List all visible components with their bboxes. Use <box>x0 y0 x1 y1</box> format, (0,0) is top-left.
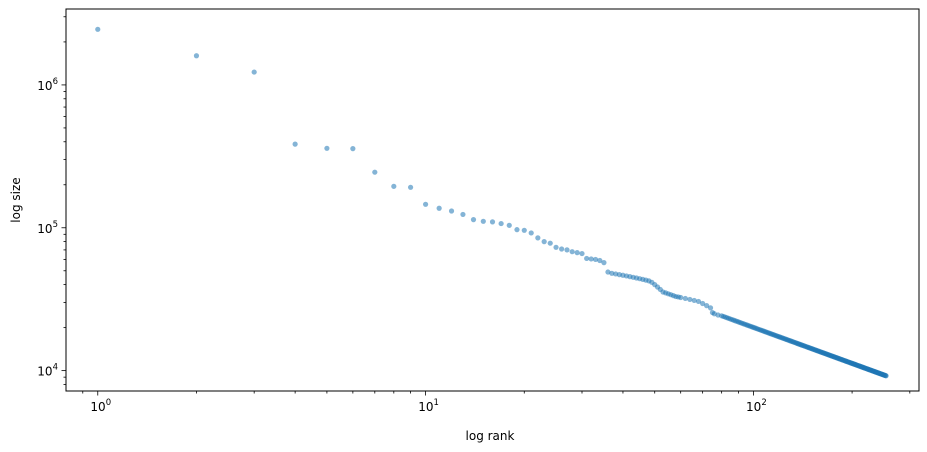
data-point <box>883 373 889 379</box>
data-point <box>704 303 710 309</box>
data-point <box>579 250 585 257</box>
data-point <box>95 26 101 32</box>
data-point <box>324 145 330 151</box>
y-tick-label: 104 <box>37 363 58 379</box>
data-point <box>251 69 257 75</box>
data-point <box>292 141 298 147</box>
data-point <box>535 235 541 241</box>
data-point <box>436 205 442 211</box>
data-point <box>553 244 559 250</box>
ticks-layer: 100 101 102 104 105 106 <box>37 16 911 414</box>
data-point <box>682 295 688 302</box>
data-point <box>707 305 714 311</box>
data-point <box>547 240 553 246</box>
y-axis-label: log size <box>9 177 23 222</box>
plot-frame <box>65 8 920 392</box>
data-point <box>700 300 706 307</box>
y-tick-label: 105 <box>37 220 58 236</box>
y-tick-label: 106 <box>37 77 58 93</box>
data-point <box>521 227 527 233</box>
data-point <box>574 250 580 256</box>
x-tick-label: 101 <box>418 398 439 414</box>
x-tick-label: 100 <box>90 398 111 414</box>
data-point <box>350 146 356 152</box>
data-point <box>193 53 200 59</box>
data-point <box>695 298 702 305</box>
data-point <box>480 218 486 224</box>
data-point <box>489 219 496 225</box>
data-point <box>592 256 599 263</box>
data-point <box>691 297 697 304</box>
data-point <box>506 222 512 228</box>
data-point <box>564 247 570 253</box>
data-point <box>569 249 575 255</box>
data-point <box>448 208 455 214</box>
data-point <box>588 256 594 262</box>
data-point <box>687 296 693 303</box>
data-point <box>528 230 534 236</box>
data-point <box>601 260 607 266</box>
data-point <box>391 183 397 189</box>
data-point <box>559 246 565 252</box>
data-point <box>460 211 466 218</box>
x-tick-label: 102 <box>746 398 767 414</box>
data-point <box>498 220 504 227</box>
x-axis-label: log rank <box>466 429 515 443</box>
data-point <box>541 239 547 245</box>
data-point <box>514 227 520 233</box>
data-point <box>597 257 603 264</box>
points-layer <box>95 26 889 379</box>
data-point <box>584 255 590 262</box>
data-point <box>407 184 414 190</box>
data-point <box>422 201 429 207</box>
data-point <box>678 294 684 301</box>
data-point <box>470 217 477 223</box>
data-point <box>372 169 378 175</box>
